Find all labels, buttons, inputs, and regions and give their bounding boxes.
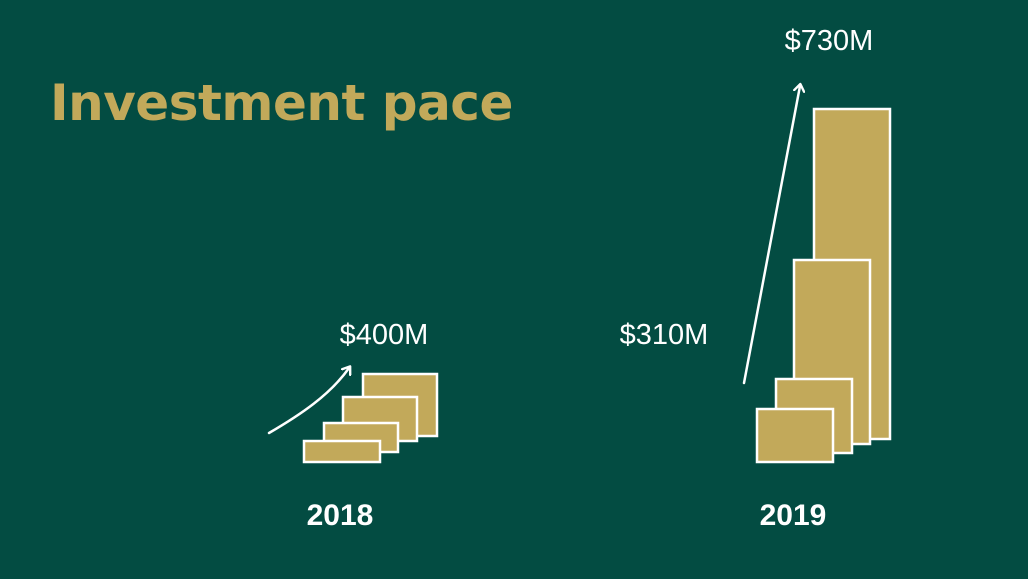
growth-arrow-2018	[267, 368, 349, 435]
year-label-2019: 2019	[760, 499, 827, 532]
growth-arrow-2019	[742, 86, 800, 385]
group-2019: $310M $730M 2019	[620, 25, 892, 532]
start-value-label-2019: $310M	[620, 319, 709, 351]
group-2018: $400M 2018	[267, 319, 439, 532]
value-label-2018: $400M	[340, 319, 429, 351]
year-label-2018: 2018	[307, 499, 374, 532]
bar-2019-1	[755, 407, 835, 464]
page-title: Investment pace	[50, 74, 513, 132]
bar-2018-1	[302, 439, 382, 464]
end-value-label-2019: $730M	[785, 25, 874, 57]
